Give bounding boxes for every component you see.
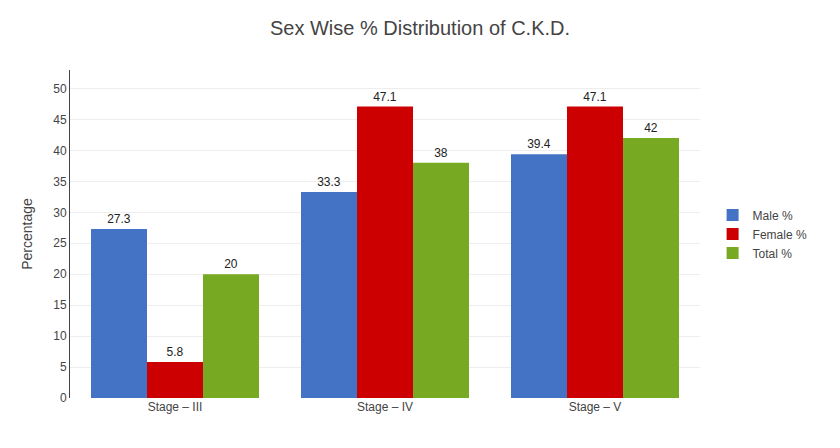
svg-text:25: 25 xyxy=(53,236,67,250)
svg-text:Male %: Male % xyxy=(753,209,793,223)
svg-text:Stage – III: Stage – III xyxy=(148,400,203,414)
svg-text:38: 38 xyxy=(434,146,448,160)
svg-text:20: 20 xyxy=(53,267,67,281)
svg-text:35: 35 xyxy=(53,175,67,189)
svg-text:Stage – V: Stage – V xyxy=(569,400,622,414)
svg-text:47.1: 47.1 xyxy=(373,90,397,104)
svg-text:0: 0 xyxy=(60,391,67,405)
svg-text:Female %: Female % xyxy=(753,228,807,242)
svg-text:Stage – IV: Stage – IV xyxy=(357,400,413,414)
svg-text:33.3: 33.3 xyxy=(317,175,341,189)
svg-text:Total %: Total % xyxy=(753,247,793,261)
svg-text:5: 5 xyxy=(60,360,67,374)
svg-text:50: 50 xyxy=(53,82,67,96)
svg-text:5.8: 5.8 xyxy=(166,345,183,359)
svg-text:Percentage: Percentage xyxy=(19,198,35,270)
svg-text:20: 20 xyxy=(224,257,238,271)
svg-text:30: 30 xyxy=(53,206,67,220)
svg-text:40: 40 xyxy=(53,144,67,158)
svg-text:47.1: 47.1 xyxy=(583,90,607,104)
svg-text:45: 45 xyxy=(53,113,67,127)
svg-text:15: 15 xyxy=(53,298,67,312)
svg-text:39.4: 39.4 xyxy=(527,137,551,151)
svg-text:10: 10 xyxy=(53,329,67,343)
svg-text:42: 42 xyxy=(644,121,658,135)
svg-text:Sex Wise % Distribution of C.K: Sex Wise % Distribution of C.K.D. xyxy=(270,17,570,39)
svg-text:27.3: 27.3 xyxy=(107,212,131,226)
